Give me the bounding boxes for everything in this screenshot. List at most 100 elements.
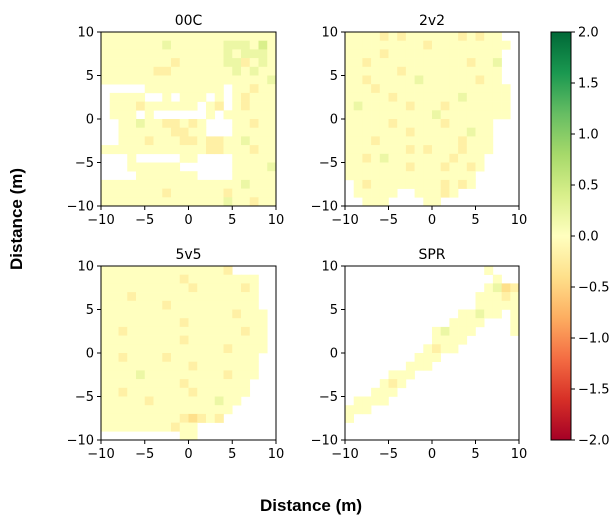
heatmap-cell (432, 110, 441, 120)
heatmap-cell (232, 353, 242, 362)
heatmap-cell (162, 266, 172, 275)
heatmap-cell (206, 283, 216, 293)
heatmap-cell (232, 379, 242, 389)
heatmap-cell (118, 309, 128, 319)
heatmap-cell (153, 309, 163, 319)
heatmap-cell (118, 379, 128, 389)
heatmap-cell (109, 300, 119, 310)
heatmap-cell (153, 318, 163, 328)
heatmap-cell (249, 283, 259, 293)
heatmap-cell (232, 283, 242, 293)
heatmap-cell (232, 188, 242, 198)
heatmap-cell (223, 283, 233, 293)
heatmap-cell (127, 145, 137, 155)
heatmap-cell (371, 153, 381, 163)
heatmap-cell (423, 32, 433, 41)
heatmap-cell (475, 292, 485, 302)
heatmap-cell (458, 136, 468, 146)
heatmap-cell (362, 66, 372, 76)
heatmap-cell (258, 101, 268, 111)
heatmap-cell (109, 32, 119, 41)
heatmap-cell (118, 422, 128, 432)
heatmap-cell (484, 127, 494, 137)
heatmap-cell (179, 309, 189, 319)
heatmap-cell (414, 75, 424, 85)
panel-2v2: 2v2 −10 −5 0 5 10 −10 −5 0 5 10 (311, 13, 528, 228)
heatmap-cell (162, 171, 172, 181)
heatmap-cell (223, 309, 233, 319)
heatmap-cell (179, 92, 189, 102)
heatmap-cell (232, 300, 242, 310)
heatmap-cell (432, 75, 441, 85)
colorbar-tick-label: 1.5 (578, 77, 599, 92)
heatmap-cell (214, 405, 224, 415)
heatmap-cell (179, 361, 189, 371)
heatmap-cell (232, 292, 242, 302)
heatmap-cell (206, 188, 216, 198)
heatmap-cell (449, 179, 459, 189)
heatmap-cell (267, 179, 277, 189)
colorbar-tick-label: −0.5 (578, 281, 610, 296)
heatmap-cell (214, 49, 224, 59)
heatmap-cell (492, 300, 502, 310)
heatmap-cell (223, 266, 233, 275)
heatmap-cell (144, 309, 154, 319)
heatmap-cell (171, 101, 181, 111)
y-tick-label: −10 (67, 200, 94, 215)
heatmap-cell (371, 136, 381, 146)
heatmap-cell (206, 145, 216, 155)
heatmap-cell (379, 188, 389, 198)
heatmap-cell (223, 32, 233, 41)
heatmap-cell (223, 58, 233, 68)
heatmap-cell (153, 283, 163, 293)
heatmap-cell (353, 119, 363, 128)
heatmap-cell (458, 179, 468, 189)
heatmap-cell (101, 66, 111, 76)
heatmap-cell (179, 179, 189, 189)
heatmap-cell (153, 413, 163, 423)
heatmap-cell (241, 40, 251, 50)
heatmap-cell (466, 58, 476, 68)
heatmap-cell (188, 136, 198, 146)
heatmap-cell (206, 266, 216, 275)
heatmap-cell (267, 197, 277, 207)
heatmap-cell (136, 274, 146, 284)
heatmap-cell (379, 66, 389, 76)
heatmap-cell (162, 387, 172, 397)
heatmap-cell (432, 127, 441, 137)
heatmap-cell (197, 292, 207, 302)
heatmap-cell (197, 266, 207, 275)
heatmap-cell (144, 84, 154, 94)
heatmap-cells (101, 266, 268, 441)
heatmap-cell (362, 179, 372, 189)
heatmap-cell (397, 40, 407, 50)
heatmap-cell (162, 396, 172, 406)
heatmap-cell (188, 413, 198, 423)
heatmap-cell (188, 274, 198, 284)
heatmap-cell (109, 422, 119, 432)
heatmap-cell (458, 110, 468, 120)
heatmap-cell (153, 379, 163, 389)
heatmap-cell (353, 32, 363, 41)
heatmap-cell (388, 92, 398, 102)
heatmap-cell (136, 396, 146, 406)
heatmap-cell (214, 396, 224, 406)
heatmap-cell (241, 344, 251, 354)
heatmap-cell (153, 75, 163, 85)
heatmap-cell (144, 387, 154, 397)
heatmap-cell (162, 318, 172, 328)
heatmap-cell (188, 335, 198, 345)
heatmap-cell (414, 162, 424, 172)
heatmap-cell (449, 162, 459, 172)
heatmap-cell (475, 84, 485, 94)
heatmap-cell (188, 379, 198, 389)
heatmap-cell (249, 344, 259, 354)
heatmap-cell (188, 179, 198, 189)
heatmap-cell (162, 32, 172, 41)
heatmap-cell (397, 136, 407, 146)
heatmap-cell (136, 119, 146, 128)
heatmap-cell (449, 40, 459, 50)
heatmap-cell (475, 145, 485, 155)
heatmap-cell (249, 84, 259, 94)
heatmap-cell (109, 361, 119, 371)
